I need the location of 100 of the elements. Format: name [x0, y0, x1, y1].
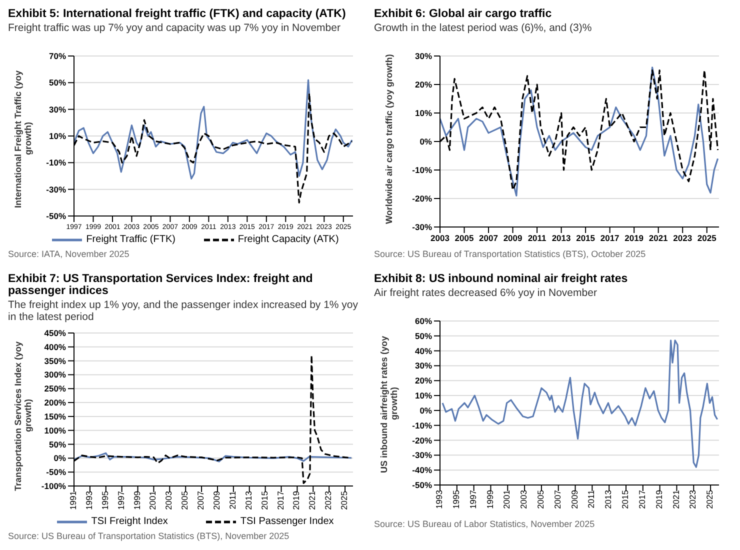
x-tick-label: 1999: [132, 490, 142, 510]
x-tick-label: 2025: [697, 233, 717, 244]
y-tick-label: 250%: [44, 384, 66, 394]
y-tick-label: 300%: [44, 370, 66, 380]
x-tick-label: 2001: [148, 490, 158, 510]
x-tick-label: 2021: [307, 490, 318, 510]
x-tick-label: 2025: [704, 490, 715, 509]
x-tick-label: 1993: [434, 490, 444, 509]
y-tick-label: 100%: [44, 425, 66, 436]
y-tick-label: -30%: [412, 222, 432, 232]
source-note: Source: US Bureau of Transportation Statistics (BTS), October 2025: [374, 249, 647, 259]
y-tick-label: -50%: [46, 211, 66, 222]
source-note: Source: US Bureau of Transportation Statistics (BTS), November 2025: [8, 531, 290, 541]
x-tick-label: 2017: [600, 233, 620, 244]
y-tick-label: -10%: [412, 165, 432, 176]
x-tick-label: 2019: [624, 233, 644, 244]
x-tick-label: 2015: [620, 490, 630, 509]
y-tick-label: 450%: [44, 328, 66, 338]
y-tick-label: 0%: [420, 405, 432, 416]
y-tick-label: -40%: [412, 465, 432, 476]
y-tick-label: 10%: [414, 108, 432, 118]
y-tick-label: 30%: [414, 360, 432, 371]
legend-label: TSI Freight Index: [91, 516, 168, 527]
x-tick-label: 2003: [518, 490, 529, 509]
y-tick-label: -30%: [46, 184, 66, 194]
y-tick-label: 30%: [414, 51, 432, 62]
source-note: Source: IATA, November 2025: [8, 249, 130, 259]
source-note: Source: US Bureau of Labor Statistics, November 2025: [374, 519, 596, 529]
y-tick-label: 350%: [44, 356, 66, 366]
x-tick-label: 2017: [275, 490, 286, 510]
x-tick-label: 2025: [339, 490, 350, 510]
x-tick-label: 2009: [212, 490, 222, 510]
x-tick-label: 2021: [670, 490, 681, 509]
y-tick-label: -50%: [46, 467, 66, 478]
y-axis-title: International Freight Traffic (yoy growth): [13, 69, 33, 210]
y-tick-label: 50%: [48, 78, 66, 88]
y-tick-label: 20%: [414, 80, 432, 90]
x-tick-label: 2019: [291, 490, 302, 510]
x-tick-label: 2007: [196, 490, 206, 510]
y-tick-label: 50%: [414, 330, 432, 341]
y-tick-label: 0%: [54, 453, 66, 464]
y-tick-label: 400%: [44, 342, 66, 352]
chart-subtitle: The freight index up 1% yoy, and the passenger index increased by 1% yoy in the latest period: [8, 299, 360, 325]
x-tick-label: 2019: [654, 490, 664, 509]
x-tick-label: 2001: [502, 490, 512, 509]
x-tick-label: 1997: [468, 490, 478, 509]
x-tick-label: 2007: [479, 233, 498, 244]
chart-title: Exhibit 5: International freight traffic (FTK) and capacity (ATK): [8, 8, 347, 20]
y-axis-title: US inbound airfreight rates (yoy growth): [379, 334, 399, 475]
chart-subtitle: Air freight rates decreased 6% yoy in November: [374, 287, 598, 301]
legend-label: Freight Capacity (ATK): [238, 234, 339, 245]
x-tick-label: 2021: [648, 233, 668, 244]
y-tick-label: -100%: [41, 481, 66, 492]
y-tick-label: -20%: [412, 194, 432, 204]
x-tick-label: 1991: [68, 490, 78, 510]
line-series: [442, 340, 718, 468]
y-axis-title: Transportation Services Index (yoy growth): [13, 340, 33, 493]
y-tick-label: -20%: [412, 435, 432, 446]
x-tick-label: 2015: [259, 490, 270, 510]
x-tick-label: 1995: [450, 490, 461, 509]
chart-title: Exhibit 8: US inbound nominal air freight rates: [374, 273, 629, 285]
x-tick-label: 1995: [100, 490, 110, 510]
y-tick-label: 20%: [414, 376, 432, 386]
x-tick-label: 2017: [636, 490, 647, 509]
legend-label: Freight Traffic (FTK): [86, 234, 176, 245]
x-tick-label: 2013: [552, 233, 572, 244]
y-tick-label: -10%: [412, 420, 432, 430]
y-tick-label: 10%: [414, 390, 432, 401]
chart-subtitle: Freight traffic was up 7% yoy and capacity was up 7% yoy in November: [8, 22, 342, 36]
x-tick-label: 2023: [688, 490, 698, 509]
line-series: [74, 452, 352, 462]
x-tick-label: 2003: [164, 490, 174, 510]
x-tick-label: 1993: [84, 490, 94, 510]
y-tick-label: 70%: [48, 51, 66, 62]
x-tick-label: 2015: [576, 233, 596, 244]
y-tick-label: 0%: [420, 136, 432, 147]
y-tick-label: 10%: [48, 131, 66, 142]
x-tick-label: 2013: [243, 490, 254, 510]
legend-label: TSI Passenger Index: [240, 516, 334, 527]
y-tick-label: 200%: [44, 398, 66, 408]
y-tick-label: 150%: [44, 411, 66, 422]
y-tick-label: -30%: [412, 450, 432, 460]
x-tick-label: 2007: [552, 490, 562, 509]
y-tick-label: 50%: [48, 439, 66, 450]
x-tick-label: 1999: [484, 490, 495, 509]
y-tick-label: -10%: [46, 158, 66, 168]
x-tick-label: 2005: [535, 490, 546, 509]
x-tick-label: 2013: [603, 490, 614, 509]
x-tick-label: 2009: [503, 233, 523, 244]
y-tick-label: -50%: [412, 480, 432, 490]
x-tick-label: 2009: [569, 490, 580, 509]
chart-title: Exhibit 6: Global air cargo traffic: [374, 8, 553, 20]
y-tick-label: 60%: [414, 316, 432, 326]
x-tick-label: 2003: [430, 233, 450, 244]
x-tick-label: 2005: [454, 233, 474, 244]
x-tick-label: 2011: [227, 490, 238, 510]
x-tick-label: 2011: [586, 490, 596, 508]
chart-title: Exhibit 7: US Transportation Services Index: freight and passenger indices: [8, 273, 314, 297]
x-tick-label: 2005: [180, 490, 190, 510]
x-tick-label: 2023: [673, 233, 692, 244]
